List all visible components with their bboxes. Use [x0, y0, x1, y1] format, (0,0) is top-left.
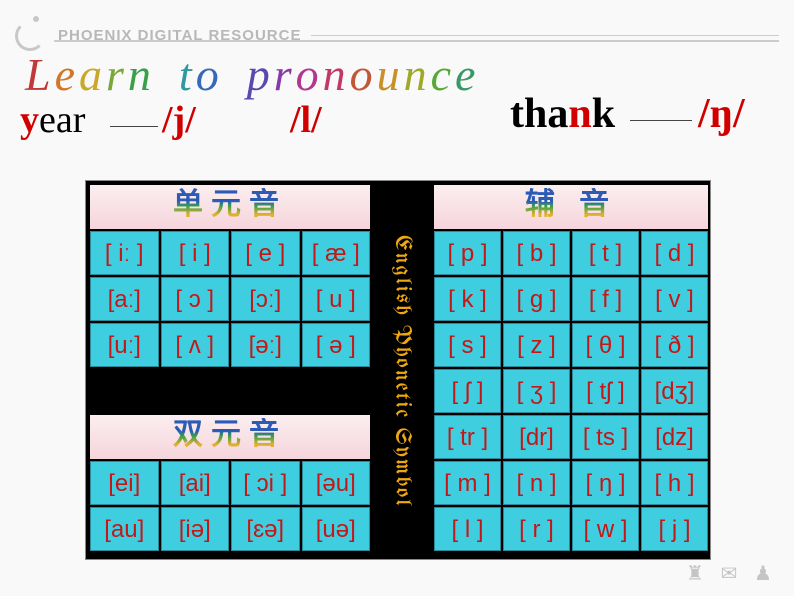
phonetic-cell[interactable]: [ d ]: [641, 231, 708, 275]
phonetic-cell[interactable]: [dz]: [641, 415, 708, 459]
phonetic-cell[interactable]: [ai]: [161, 461, 230, 505]
phonetic-cell[interactable]: [ θ ]: [572, 323, 639, 367]
phonetic-cell[interactable]: [ ʒ ]: [503, 369, 570, 413]
phonetic-chart: 单元音 [ iː ][ i ][ e ][ æ ][aː][ ɔ ][ɔː][ …: [85, 180, 711, 560]
phonetic-cell[interactable]: [ k ]: [434, 277, 501, 321]
phonetic-cell[interactable]: [ iː ]: [90, 231, 159, 275]
phonetic-cell[interactable]: [ ð ]: [641, 323, 708, 367]
phonetic-cell[interactable]: [iə]: [161, 507, 230, 551]
phonetic-cell[interactable]: [ ʌ ]: [161, 323, 230, 367]
phonetic-cell[interactable]: [ei]: [90, 461, 159, 505]
example-row: year /j/ /l/ thank /ŋ/: [10, 98, 784, 148]
phonetic-cell[interactable]: [ ŋ ]: [572, 461, 639, 505]
phonetic-cell[interactable]: [ z ]: [503, 323, 570, 367]
phonetic-cell[interactable]: [ tr ]: [434, 415, 501, 459]
diphthong-section: 双元音 [ei][ai][ ɔi ][əu] [au][iə][ɛə][uə]: [90, 415, 370, 551]
page-title: Learn to pronounce: [25, 48, 479, 101]
title-word-2: to: [179, 48, 223, 101]
monophthong-grid: [ iː ][ i ][ e ][ æ ][aː][ ɔ ][ɔː][ u ][…: [90, 231, 370, 367]
phonetic-cell[interactable]: [ɔː]: [231, 277, 300, 321]
phonetic-cell[interactable]: [ ʃ ]: [434, 369, 501, 413]
phonetic-cell[interactable]: [ m ]: [434, 461, 501, 505]
monophthong-section: 单元音 [ iː ][ i ][ e ][ æ ] [aː][ ɔ ][ɔː][ …: [90, 185, 370, 367]
title-word-1: Learn: [25, 48, 155, 101]
phonetic-cell[interactable]: [aː]: [90, 277, 159, 321]
footer-icon-3[interactable]: ♟: [750, 560, 776, 586]
example-year: year: [20, 98, 85, 142]
phonetic-cell[interactable]: [ b ]: [503, 231, 570, 275]
connector-line-1: [110, 126, 158, 127]
phonetic-cell[interactable]: [ f ]: [572, 277, 639, 321]
consonant-grid: [ p ][ b ][ t ][ d ] [ k ][ g ][ f ][ v ]…: [434, 231, 708, 551]
phonetic-cell[interactable]: [ t ]: [572, 231, 639, 275]
phonetic-cell[interactable]: [au]: [90, 507, 159, 551]
phonetic-cell[interactable]: [ æ ]: [302, 231, 371, 275]
monophthong-header: 单元音: [90, 185, 370, 229]
phonetic-cell[interactable]: [ ə ]: [302, 323, 371, 367]
phonetic-cell[interactable]: [ j ]: [641, 507, 708, 551]
phonetic-cell[interactable]: [dʒ]: [641, 369, 708, 413]
header-line: [311, 35, 779, 36]
phonetic-cell[interactable]: [ n ]: [503, 461, 570, 505]
example-thank: thank: [510, 90, 615, 138]
connector-line-2: [630, 120, 692, 121]
phonetic-cell[interactable]: [ g ]: [503, 277, 570, 321]
phonetic-cell[interactable]: [ u ]: [302, 277, 371, 321]
phonetic-cell[interactable]: [ ts ]: [572, 415, 639, 459]
phonetic-cell[interactable]: [ v ]: [641, 277, 708, 321]
phonetic-cell[interactable]: [dr]: [503, 415, 570, 459]
footer-icons: ♜ ✉ ♟: [682, 560, 776, 586]
consonant-header: 辅 音: [434, 185, 708, 229]
vertical-label: English Phonetic Symbol: [391, 235, 414, 507]
phonetic-cell[interactable]: [ e ]: [231, 231, 300, 275]
phonetic-cell[interactable]: [əu]: [302, 461, 371, 505]
diphthong-header: 双元音: [90, 415, 370, 459]
footer-icon-2[interactable]: ✉: [716, 560, 742, 586]
symbol-ng: /ŋ/: [698, 90, 745, 138]
phonetic-cell[interactable]: [ w ]: [572, 507, 639, 551]
phonetic-cell[interactable]: [əː]: [231, 323, 300, 367]
phonetic-cell[interactable]: [ l ]: [434, 507, 501, 551]
diphthong-grid: [ei][ai][ ɔi ][əu] [au][iə][ɛə][uə]: [90, 461, 370, 551]
footer-icon-1[interactable]: ♜: [682, 560, 708, 586]
phonetic-cell[interactable]: [ tʃ ]: [572, 369, 639, 413]
phonetic-cell[interactable]: [ ɔ ]: [161, 277, 230, 321]
phonetic-cell[interactable]: [ ɔi ]: [231, 461, 300, 505]
phonetic-cell[interactable]: [ s ]: [434, 323, 501, 367]
header-line-thick: [54, 40, 779, 42]
vertical-label-strip: English Phonetic Symbol: [374, 185, 430, 557]
phonetic-cell[interactable]: [ i ]: [161, 231, 230, 275]
consonant-section: 辅 音 [ p ][ b ][ t ][ d ][ k ][ g ][ f ][…: [434, 185, 708, 551]
symbol-l: /l/: [290, 98, 322, 142]
phonetic-cell[interactable]: [uː]: [90, 323, 159, 367]
phonetic-cell[interactable]: [ p ]: [434, 231, 501, 275]
symbol-j: /j/: [162, 98, 196, 142]
title-word-3: pronounce: [247, 48, 480, 101]
phonetic-cell[interactable]: [ r ]: [503, 507, 570, 551]
phonetic-cell[interactable]: [ɛə]: [231, 507, 300, 551]
phonetic-cell[interactable]: [uə]: [302, 507, 371, 551]
phonetic-cell[interactable]: [ h ]: [641, 461, 708, 505]
